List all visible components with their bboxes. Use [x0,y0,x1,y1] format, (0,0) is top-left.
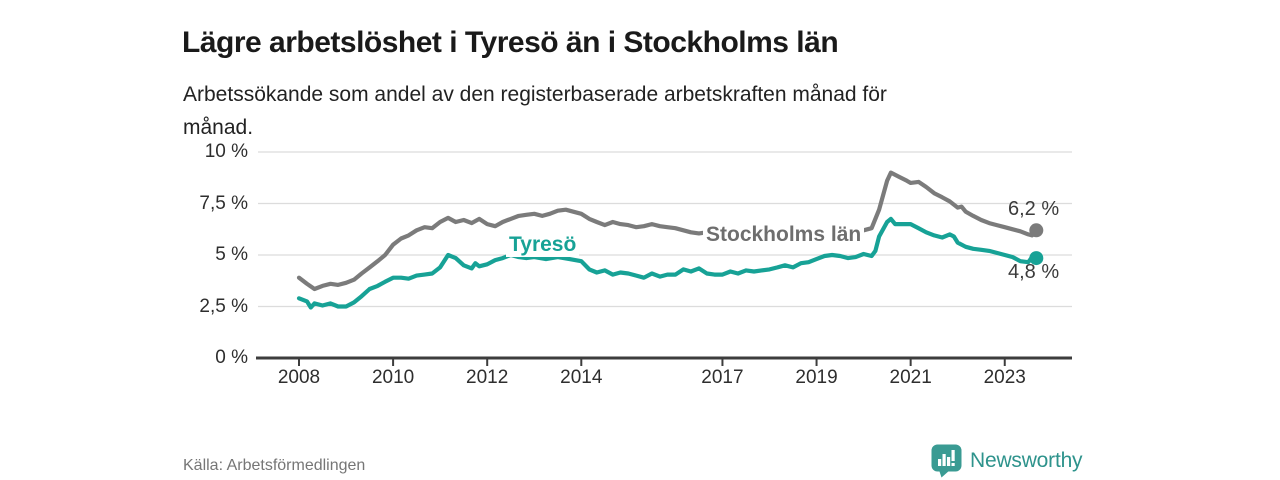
end-dot-stockholm [1029,223,1044,238]
x-axis-label: 2014 [560,367,603,388]
x-axis-label: 2023 [983,367,1026,388]
series-label-stockholms-lan: Stockholms län [703,223,865,247]
y-axis-label: 10 % [204,141,248,162]
bar-chart-speech-bubble-icon [931,444,962,478]
series-line-tyreso [296,216,1039,310]
series-line-stockholm [296,170,1039,292]
end-value-stockholms-lan: 6,2 % [1008,198,1060,220]
x-axis-label: 2010 [371,367,415,388]
page-title: Lägre arbetslöshet i Tyresö än i Stockho… [182,26,839,60]
x-axis-label: 2017 [701,367,744,388]
y-axis-label: 7,5 % [199,192,248,214]
brand-logo[interactable]: Newsworthy [931,444,1083,478]
y-axis-label: 0 % [215,347,248,368]
x-axis-label: 2019 [795,367,838,388]
y-axis-label: 5 % [215,244,248,265]
end-value-tyreso: 4,8 % [1008,261,1060,283]
end-dot-tyreso [1029,251,1044,266]
x-axis-label: 2021 [889,367,932,388]
series-label-tyreso: Tyresö [506,233,580,257]
y-axis-label: 2,5 % [199,295,248,317]
x-axis-label: 2012 [466,367,509,388]
x-axis-label: 2008 [277,367,321,388]
chart-subtitle: Arbetssökande som andel av den registerb… [183,83,887,139]
brand-name: Newsworthy [970,449,1083,472]
source-note: Källa: Arbetsförmedlingen [183,457,366,474]
